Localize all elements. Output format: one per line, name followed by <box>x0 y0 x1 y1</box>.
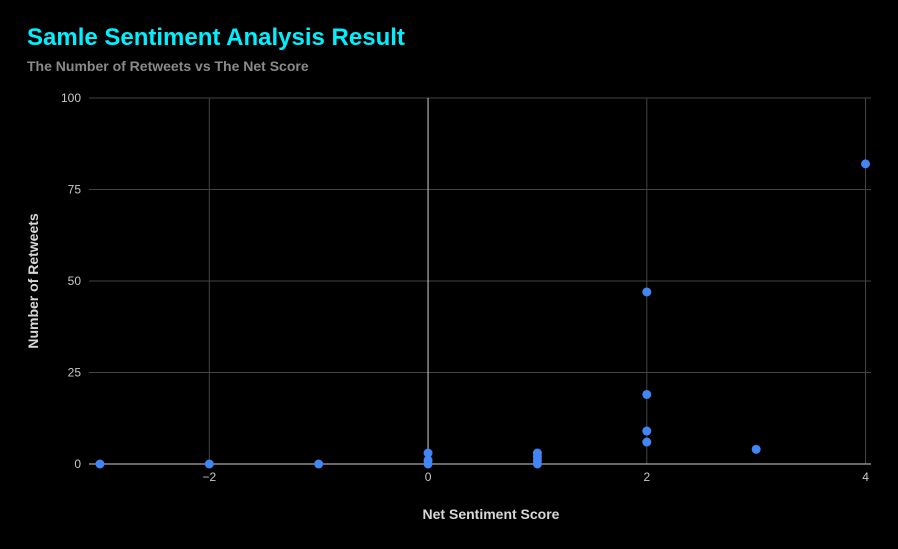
data-point <box>423 459 433 469</box>
x-axis-label: Net Sentiment Score <box>423 506 560 522</box>
data-point <box>204 459 214 469</box>
y-tick-label: 75 <box>68 183 82 197</box>
data-point <box>642 389 652 399</box>
axes <box>89 98 871 465</box>
data-point <box>751 444 761 454</box>
data-point <box>642 287 652 297</box>
data-point <box>861 159 871 169</box>
chart-subtitle: The Number of Retweets vs The Net Score <box>27 58 309 74</box>
chart-title: Samle Sentiment Analysis Result <box>27 24 405 51</box>
x-tick-label: 4 <box>862 470 869 484</box>
y-tick-label: 100 <box>61 91 81 105</box>
data-point <box>423 448 433 458</box>
x-tick-label: 0 <box>425 470 432 484</box>
data-points <box>95 159 871 469</box>
y-axis-label: Number of Retweets <box>25 213 41 349</box>
tick-labels: 0 25 50 75 100 −2 0 2 4 <box>61 91 869 484</box>
y-tick-label: 0 <box>74 457 81 471</box>
x-tick-label: −2 <box>202 470 216 484</box>
x-tick-label: 2 <box>643 470 650 484</box>
grid-lines <box>89 97 871 464</box>
data-point <box>314 459 324 469</box>
y-tick-label: 25 <box>68 366 82 380</box>
data-point <box>532 459 542 469</box>
data-point <box>642 426 652 436</box>
y-tick-label: 50 <box>68 274 82 288</box>
data-point <box>95 459 105 469</box>
data-point <box>642 437 652 447</box>
